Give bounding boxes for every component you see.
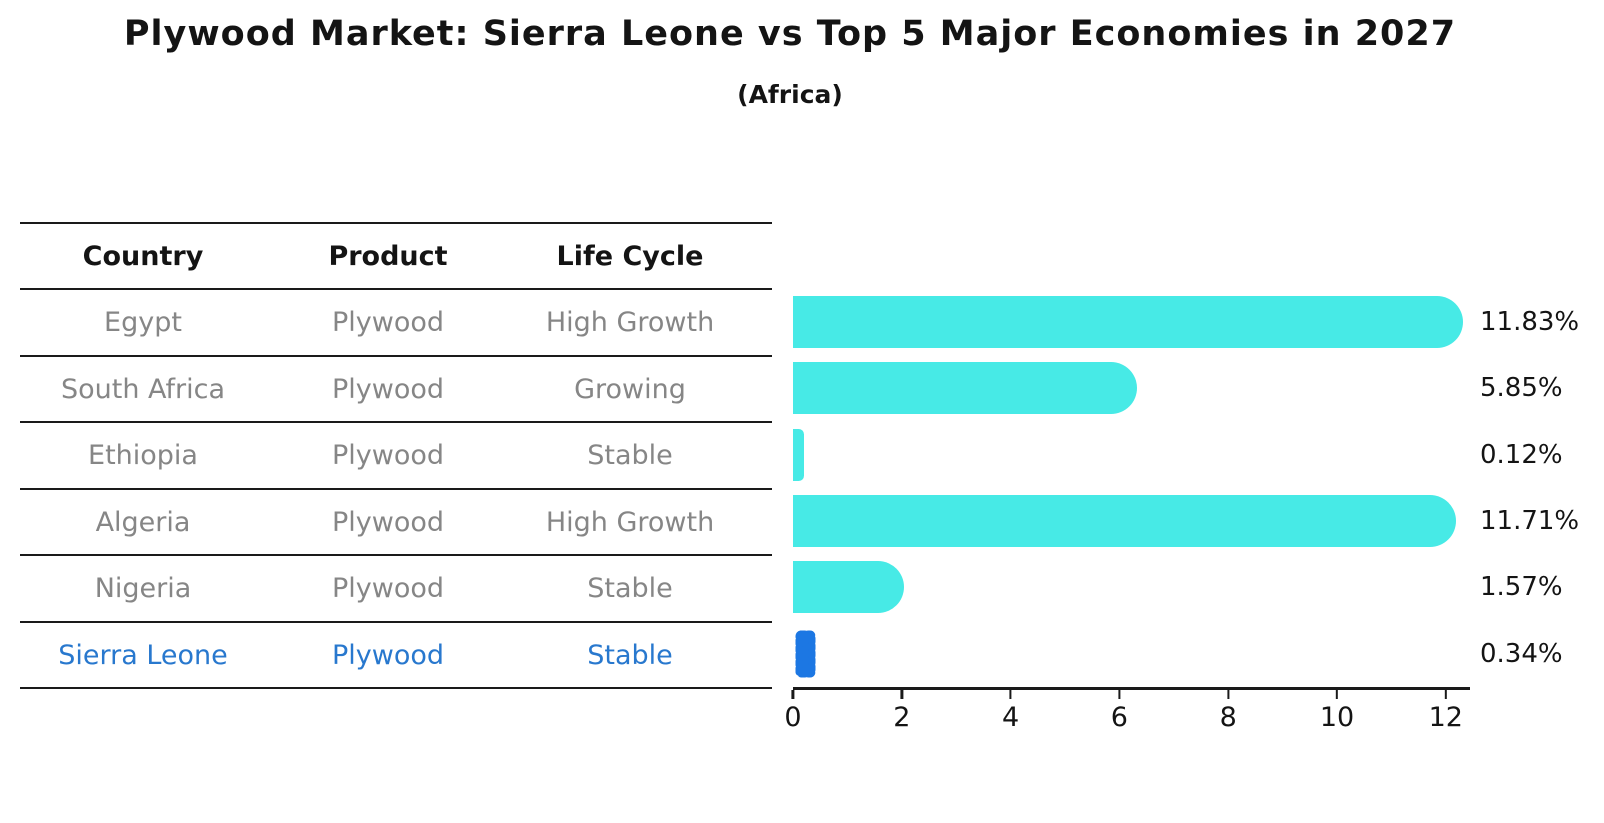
product-cell: Plywood xyxy=(331,306,445,338)
product-cell: Plywood xyxy=(331,506,445,538)
column-header-product: Product xyxy=(328,240,448,272)
x-axis-line xyxy=(793,687,1470,690)
x-axis-tick: 6 xyxy=(1111,690,1128,733)
product-cell: Plywood xyxy=(331,572,445,604)
chart-subtitle: (Africa) xyxy=(737,80,843,109)
tick-mark xyxy=(900,690,904,699)
tick-mark xyxy=(1118,690,1121,699)
life-cycle-cell: High Growth xyxy=(545,506,715,538)
life-cycle-cell: High Growth xyxy=(545,306,715,338)
x-axis-tick: 0 xyxy=(784,690,802,733)
sketchy-bar-graphic xyxy=(795,630,816,678)
country-cell: South Africa xyxy=(60,373,226,405)
table-row-highlight-sierra-leone: Sierra Leone Plywood Stable xyxy=(20,623,772,687)
table-row: South Africa Plywood Growing xyxy=(20,357,772,421)
tick-label: 0 xyxy=(784,702,802,733)
bar-sierra-leone-highlight xyxy=(793,628,816,680)
table-rule xyxy=(20,355,772,357)
value-label: 0.34% xyxy=(1480,639,1563,669)
table-header-row: Country Product Life Cycle xyxy=(20,224,772,288)
country-cell: Sierra Leone xyxy=(58,639,228,671)
table-rule xyxy=(20,222,772,224)
tick-mark xyxy=(1009,690,1012,699)
bar-ethiopia xyxy=(793,429,804,481)
tick-label: 4 xyxy=(1002,702,1020,733)
tick-mark xyxy=(791,690,795,699)
life-cycle-cell: Growing xyxy=(574,373,686,405)
x-axis-tick: 4 xyxy=(1002,690,1019,733)
product-cell: Plywood xyxy=(331,639,445,671)
product-cell: Plywood xyxy=(331,439,445,471)
value-label: 1.57% xyxy=(1480,572,1563,602)
value-label: 0.12% xyxy=(1480,440,1563,470)
column-header-country: Country xyxy=(82,240,204,272)
product-cell: Plywood xyxy=(331,373,445,405)
tick-label: 8 xyxy=(1219,702,1237,733)
tick-mark xyxy=(1444,690,1448,699)
value-label: 11.71% xyxy=(1480,506,1580,536)
column-header-life-cycle: Life Cycle xyxy=(556,240,704,272)
table-rule xyxy=(20,621,772,623)
life-cycle-cell: Stable xyxy=(587,572,673,604)
tick-mark xyxy=(1335,690,1339,699)
life-cycle-cell: Stable xyxy=(587,639,673,671)
table-rule xyxy=(20,421,772,423)
country-cell: Egypt xyxy=(104,306,182,338)
country-cell: Nigeria xyxy=(94,572,192,604)
x-axis-tick: 2 xyxy=(893,690,910,733)
table-row: Egypt Plywood High Growth xyxy=(20,290,772,354)
tick-mark xyxy=(1226,690,1230,699)
value-label: 11.83% xyxy=(1480,307,1580,337)
bar-algeria xyxy=(793,495,1457,547)
bar-south-africa xyxy=(793,362,1138,414)
x-axis-tick: 12 xyxy=(1429,690,1463,733)
x-axis-tick: 10 xyxy=(1320,690,1354,733)
table-rule xyxy=(20,687,772,689)
tick-label: 2 xyxy=(893,702,911,733)
country-cell: Algeria xyxy=(95,506,191,538)
table-row: Ethiopia Plywood Stable xyxy=(20,423,772,487)
chart-title: Plywood Market: Sierra Leone vs Top 5 Ma… xyxy=(123,14,1457,54)
tick-label: 6 xyxy=(1110,702,1128,733)
x-axis-tick: 8 xyxy=(1220,690,1237,733)
value-label: 5.85% xyxy=(1480,373,1563,403)
table-rule xyxy=(20,288,772,290)
table-row: Algeria Plywood High Growth xyxy=(20,490,772,554)
tick-label: 10 xyxy=(1319,702,1355,733)
tick-label: 12 xyxy=(1428,702,1463,733)
table-row: Nigeria Plywood Stable xyxy=(20,556,772,620)
country-cell: Ethiopia xyxy=(88,439,198,471)
table-rule xyxy=(20,488,772,490)
bar-nigeria xyxy=(793,561,905,613)
bar-egypt xyxy=(793,296,1463,348)
life-cycle-cell: Stable xyxy=(587,439,673,471)
table-rule xyxy=(20,554,772,556)
